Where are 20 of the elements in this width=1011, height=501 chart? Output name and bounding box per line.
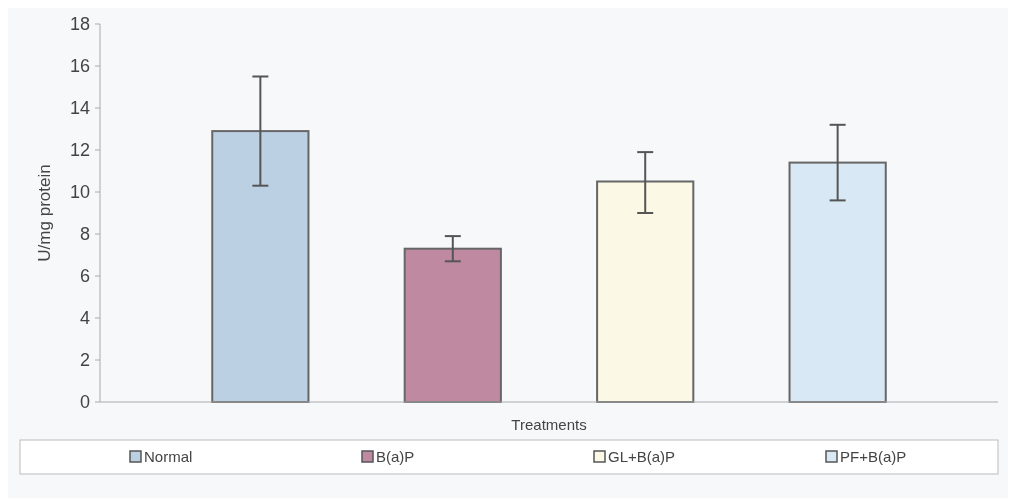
- legend-label: GL+B(a)P: [608, 448, 676, 465]
- legend-label: PF+B(a)P: [840, 448, 907, 465]
- y-tick-label: 16: [69, 56, 90, 77]
- legend-label: Normal: [144, 448, 193, 465]
- y-tick-label: 2: [79, 350, 90, 371]
- y-tick-label: 8: [79, 224, 90, 245]
- bar: [788, 161, 887, 403]
- bar: [211, 130, 310, 403]
- y-tick-label: 6: [79, 266, 90, 287]
- y-tick-label: 0: [79, 392, 90, 413]
- y-tick-label: 18: [69, 14, 90, 35]
- legend-label: B(a)P: [376, 448, 415, 465]
- bar: [596, 180, 695, 403]
- y-tick-label: 4: [79, 308, 90, 329]
- y-tick-label: 10: [69, 182, 90, 203]
- y-tick-label: 14: [69, 98, 90, 119]
- y-tick-label: 12: [69, 140, 90, 161]
- bar: [403, 247, 502, 403]
- y-axis-title: U/mg protein: [35, 164, 54, 262]
- x-axis-title: Treatments: [511, 416, 587, 433]
